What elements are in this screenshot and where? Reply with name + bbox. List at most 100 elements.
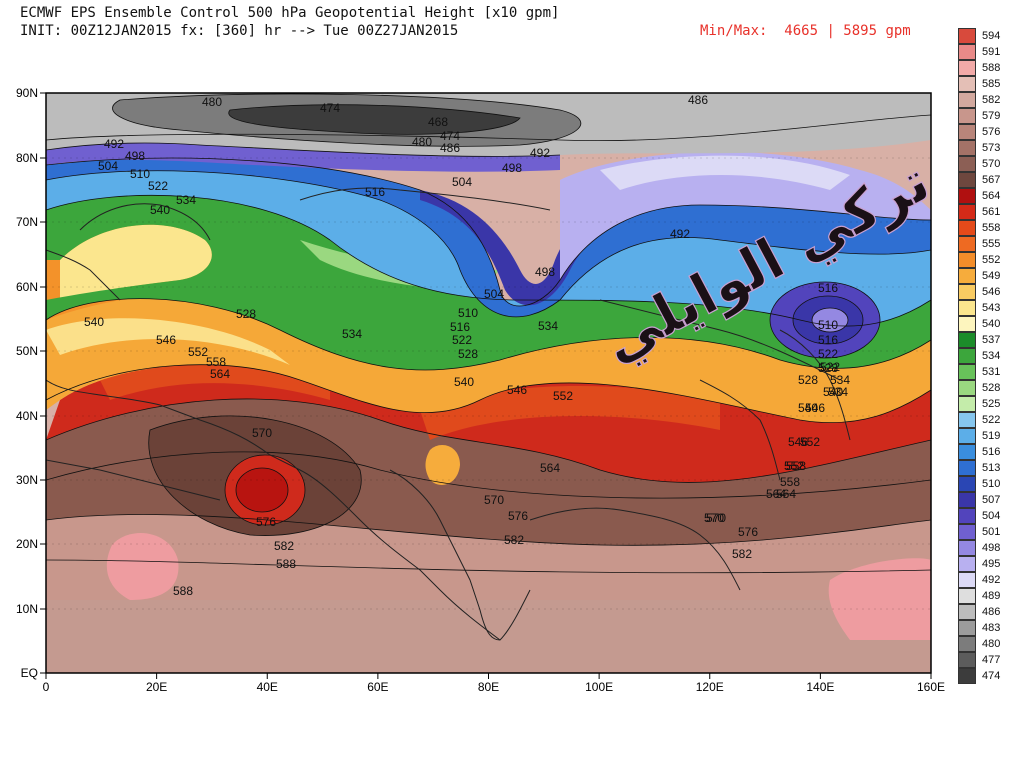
minmax-readout: Min/Max: 4665 | 5895 gpm [700, 23, 911, 39]
colorbar-label: 537 [982, 334, 1001, 346]
contour-label: 510 [818, 318, 838, 332]
colorbar-label: 567 [982, 174, 1001, 186]
contour-label: 564 [766, 487, 786, 501]
lon-tick-label: 120E [696, 680, 724, 694]
contour-label: 546 [156, 333, 176, 347]
lat-tick-label: 80N [16, 151, 38, 165]
colorbar-swatch [958, 412, 976, 428]
colorbar-swatch [958, 380, 976, 396]
minmax-value: 4665 | 5895 gpm [784, 23, 911, 39]
colorbar-label: 540 [982, 318, 1001, 330]
colorbar-label: 585 [982, 78, 1001, 90]
contour-label: 546 [507, 383, 527, 397]
contour-label: 516 [818, 333, 838, 347]
contour-label: 564 [210, 367, 230, 381]
colorbar-label: 483 [982, 622, 1001, 634]
colorbar-swatch [958, 76, 976, 92]
lat-tick-label: 10N [16, 602, 38, 616]
colorbar-swatch [958, 588, 976, 604]
contour-label: 510 [130, 167, 150, 181]
contour-label: 474 [320, 101, 340, 115]
colorbar-label: 570 [982, 158, 1001, 170]
contour-label: 546 [788, 435, 808, 449]
colorbar-label: 522 [982, 414, 1001, 426]
lat-tick-label: 20N [16, 537, 38, 551]
lat-tick-label: 60N [16, 280, 38, 294]
contour-label: 498 [502, 161, 522, 175]
contour-label: 576 [508, 509, 528, 523]
contour-label: 504 [452, 175, 472, 189]
contour-label: 528 [236, 307, 256, 321]
contour-label: 540 [454, 375, 474, 389]
colorbar-swatch [958, 556, 976, 572]
contour-label: 582 [274, 539, 294, 553]
colorbar-swatch [958, 28, 976, 44]
contour-label: 582 [732, 547, 752, 561]
contour-label: 504 [484, 287, 504, 301]
colorbar-label: 555 [982, 238, 1001, 250]
contour-label: 552 [784, 459, 804, 473]
contour-label: 498 [125, 149, 145, 163]
lon-tick-label: 140E [806, 680, 834, 694]
colorbar-label: 564 [982, 190, 1001, 202]
colorbar-label: 546 [982, 286, 1001, 298]
lat-tick-label: 90N [16, 86, 38, 100]
colorbar-swatch [958, 444, 976, 460]
colorbar-label: 561 [982, 206, 1001, 218]
colorbar-swatch [958, 268, 976, 284]
minmax-label: Min/Max: [700, 23, 768, 39]
contour-label: 564 [540, 461, 560, 475]
contour-label: 492 [530, 146, 550, 160]
lat-tick-label: 70N [16, 215, 38, 229]
colorbar-swatch [958, 460, 976, 476]
colorbar-swatch [958, 172, 976, 188]
colorbar-swatch [958, 284, 976, 300]
lon-tick-label: 160E [917, 680, 945, 694]
colorbar-label: 498 [982, 542, 1001, 554]
colorbar-label: 477 [982, 654, 1001, 666]
colorbar-swatch [958, 140, 976, 156]
map-title: ECMWF EPS Ensemble Control 500 hPa Geopo… [20, 5, 560, 21]
contour-label: 552 [553, 389, 573, 403]
contour-label: 540 [84, 315, 104, 329]
colorbar-label: 474 [982, 670, 1001, 682]
contour-label: 558 [786, 459, 806, 473]
colorbar-swatch [958, 604, 976, 620]
colorbar-label: 543 [982, 302, 1001, 314]
colorbar-label: 588 [982, 62, 1001, 74]
contour-label: 540 [798, 401, 818, 415]
colorbar-swatch [958, 636, 976, 652]
contour-label: 492 [670, 227, 690, 241]
contour-label: 570 [704, 511, 724, 525]
colorbar-label: 495 [982, 558, 1001, 570]
contour-label: 480 [202, 95, 222, 109]
colorbar-swatch [958, 60, 976, 76]
lon-tick-label: 100E [585, 680, 613, 694]
colorbar-label: 528 [982, 382, 1001, 394]
lat-tick-label: 30N [16, 473, 38, 487]
colorbar-swatch [958, 572, 976, 588]
colorbar-swatch [958, 620, 976, 636]
colorbar-label: 576 [982, 126, 1001, 138]
contour-label: 534 [176, 193, 196, 207]
colorbar-swatch [958, 508, 976, 524]
colorbar-swatch [958, 220, 976, 236]
colorbar-label: 492 [982, 574, 1001, 586]
colorbar-label: 552 [982, 254, 1001, 266]
colorbar-swatch [958, 124, 976, 140]
colorbar-label: 519 [982, 430, 1001, 442]
colorbar-swatch [958, 92, 976, 108]
contour-label: 522 [820, 360, 840, 374]
colorbar-label: 534 [982, 350, 1001, 362]
contour-label: 528 [818, 361, 838, 375]
contour-label: 558 [206, 355, 226, 369]
colorbar-swatch [958, 476, 976, 492]
colorbar-swatch [958, 348, 976, 364]
contour-label: 570 [484, 493, 504, 507]
colorbar-swatch [958, 300, 976, 316]
contour-label: 516 [450, 320, 470, 334]
contour-label: 588 [276, 557, 296, 571]
contour-label: 582 [504, 533, 524, 547]
colorbar-swatch [958, 492, 976, 508]
